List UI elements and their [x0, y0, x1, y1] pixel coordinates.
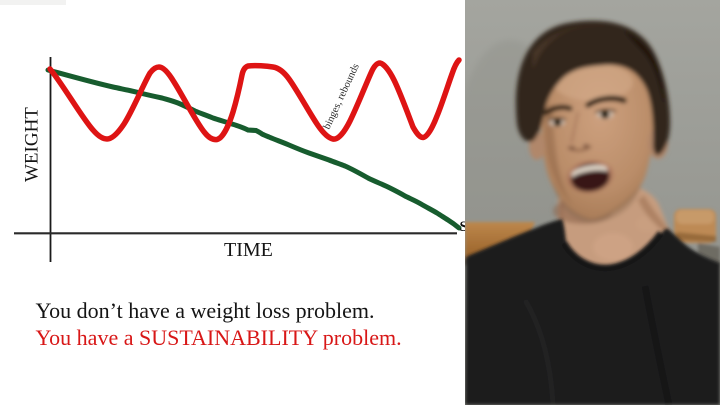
svg-text:WEIGHT: WEIGHT — [22, 107, 43, 182]
svg-text:S: S — [460, 219, 466, 235]
svg-text:binges, rebounds: binges, rebounds — [322, 62, 362, 131]
svg-text:TIME: TIME — [224, 239, 273, 261]
